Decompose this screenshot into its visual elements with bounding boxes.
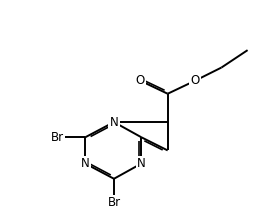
Text: N: N xyxy=(137,157,146,170)
Text: O: O xyxy=(135,74,145,87)
Text: Br: Br xyxy=(51,131,64,144)
Text: N: N xyxy=(110,116,118,129)
Text: N: N xyxy=(81,157,90,170)
Text: O: O xyxy=(190,74,200,87)
Text: Br: Br xyxy=(107,196,121,209)
